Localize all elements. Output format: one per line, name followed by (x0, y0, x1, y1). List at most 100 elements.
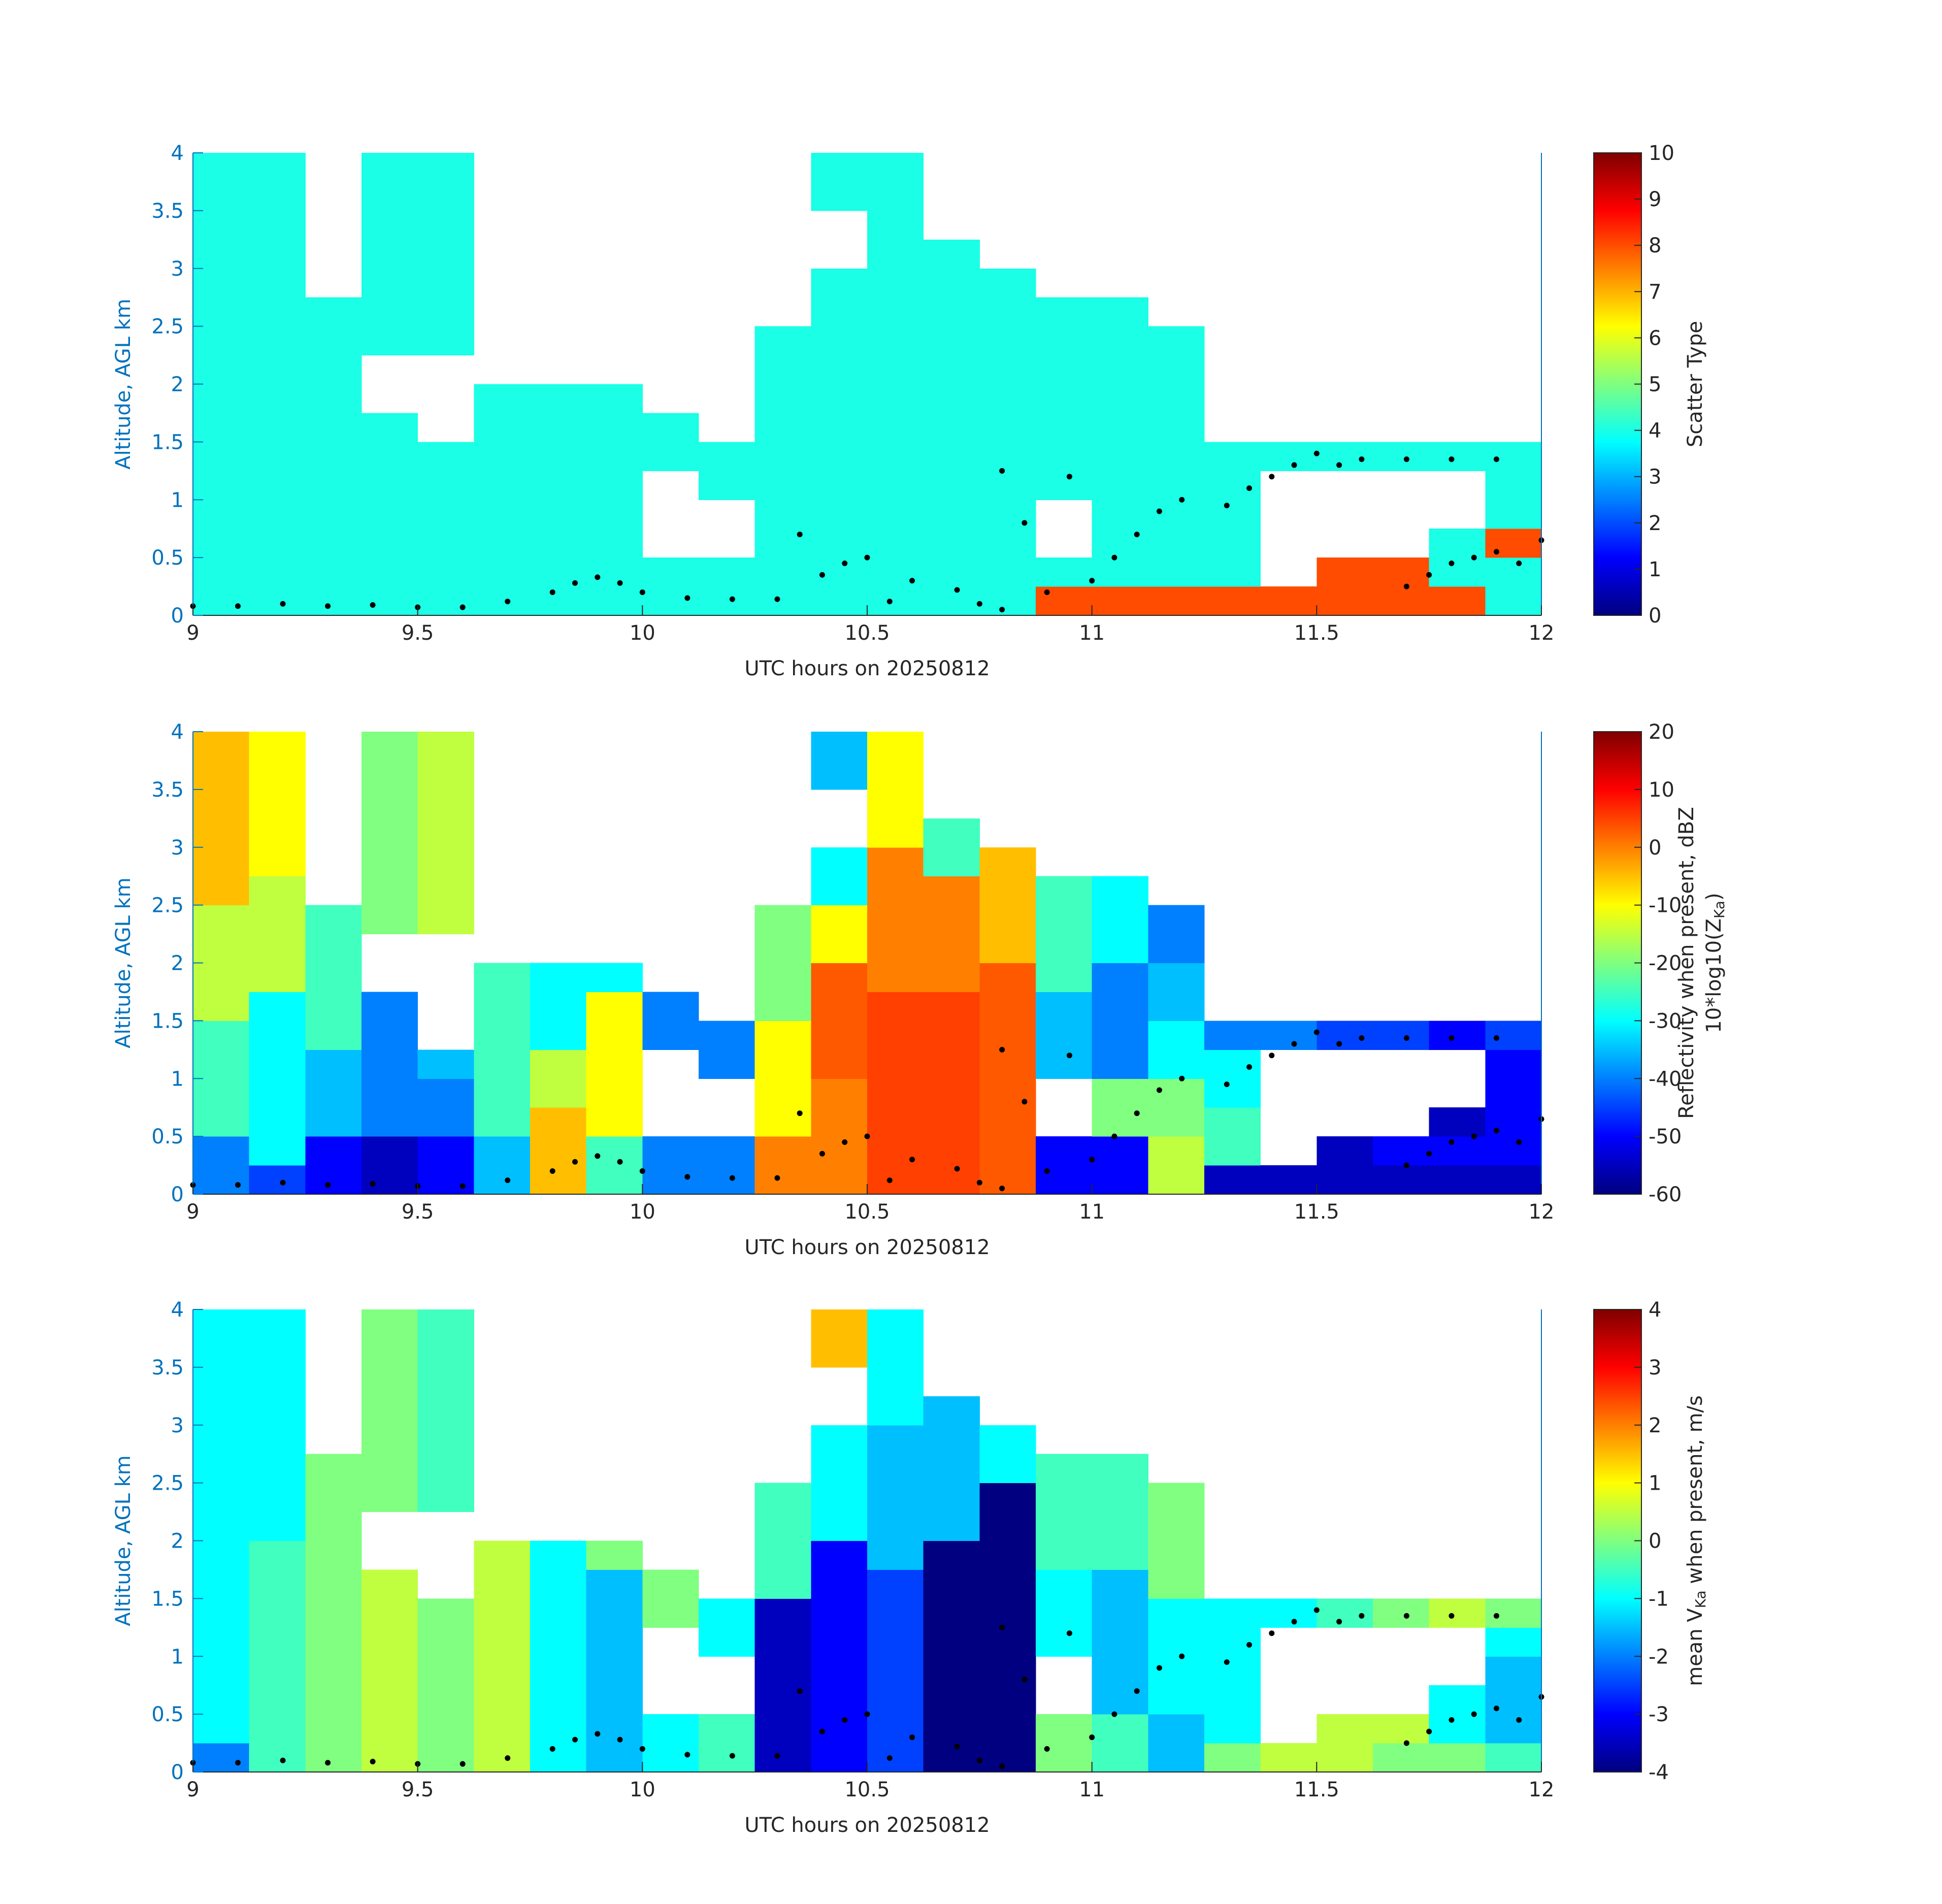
cell (867, 557, 924, 587)
cell (979, 1021, 1036, 1050)
cell (1260, 1165, 1317, 1195)
cell (923, 471, 980, 500)
cell (193, 1078, 250, 1108)
cloud-base-marker (459, 604, 466, 610)
cloud-base-marker (1022, 1677, 1028, 1683)
cell (193, 529, 250, 558)
cloud-base-marker (1493, 549, 1499, 555)
cell (754, 1049, 811, 1079)
cell (923, 529, 980, 558)
cell (193, 1685, 250, 1715)
cloud-base-marker (864, 1711, 870, 1717)
cell (642, 413, 699, 442)
cell (811, 1685, 868, 1715)
cell (417, 1396, 474, 1426)
x-tick-label: 12 (1529, 1778, 1555, 1801)
cell (249, 1569, 306, 1599)
cell (754, 500, 811, 529)
cell (1204, 557, 1261, 587)
cloud-base-marker (684, 595, 690, 601)
cell (1036, 1483, 1093, 1513)
cell (586, 1540, 643, 1570)
cell (1204, 1743, 1261, 1772)
cloud-base-marker (1179, 1653, 1185, 1659)
cell (867, 1656, 924, 1686)
colorbar-label-part: Ka (1711, 901, 1728, 918)
cell (1148, 905, 1205, 935)
cell (867, 1396, 924, 1426)
cell (867, 1309, 924, 1339)
cell (305, 1078, 362, 1108)
cell (305, 355, 362, 384)
cloud-base-marker (1359, 1613, 1365, 1619)
colorbar-tick-label: -20 (1649, 952, 1682, 975)
colorbar-tick-label: 1 (1649, 558, 1661, 581)
cloud-base-marker (954, 1744, 960, 1750)
cell (923, 1743, 980, 1772)
cell (1036, 413, 1093, 442)
cloud-base-marker (1269, 1053, 1275, 1059)
cell (642, 557, 699, 587)
cell (1148, 1483, 1205, 1513)
cell (361, 500, 418, 529)
cloud-base-marker (999, 468, 1005, 474)
x-tick-label: 11.5 (1294, 1200, 1339, 1224)
cell (923, 326, 980, 356)
cell (867, 1627, 924, 1657)
cell (1148, 384, 1205, 413)
cell (979, 963, 1036, 992)
cell (979, 268, 1036, 298)
cloud-base-marker (1493, 1705, 1499, 1712)
cell (1485, 1598, 1542, 1628)
x-tick-label: 10 (630, 1778, 655, 1801)
cell (193, 1627, 250, 1657)
cell (754, 1569, 811, 1599)
cloud-base-marker (1359, 1035, 1365, 1041)
y-tick-label: 3.5 (151, 200, 184, 223)
cell (1036, 1512, 1093, 1541)
y-tick-label: 3 (171, 1414, 184, 1437)
cell (586, 992, 643, 1021)
cloud-base-marker (1246, 485, 1253, 491)
cell (979, 934, 1036, 963)
cell (979, 1136, 1036, 1166)
cell (361, 413, 418, 442)
cloud-base-marker (280, 1179, 286, 1186)
cell (754, 413, 811, 442)
cell (193, 1656, 250, 1686)
cell (1204, 442, 1261, 471)
cloud-base-marker (976, 1757, 982, 1763)
cell (923, 1107, 980, 1137)
cell (1036, 384, 1093, 413)
cell (305, 1714, 362, 1744)
cell (193, 1049, 250, 1079)
cloud-base-marker (999, 1046, 1005, 1053)
cell (1429, 1136, 1486, 1166)
cell (979, 1078, 1036, 1108)
cell (923, 1136, 980, 1166)
cell (867, 1049, 924, 1079)
cell (1092, 1512, 1148, 1541)
cell (305, 1598, 362, 1628)
cell (867, 239, 924, 269)
cell (642, 1714, 699, 1744)
cell (417, 818, 474, 848)
cell (305, 529, 362, 558)
cell (923, 384, 980, 413)
x-tick-label: 10 (630, 1200, 655, 1224)
cell (754, 1656, 811, 1686)
cell (361, 297, 418, 327)
cell (586, 963, 643, 992)
cell (305, 1627, 362, 1657)
cell (417, 905, 474, 935)
cell (642, 1598, 699, 1628)
cell (1036, 586, 1093, 616)
cell (1373, 586, 1430, 616)
cell (1092, 1627, 1148, 1657)
cloud-base-marker (370, 1759, 376, 1765)
y-tick-label: 3.5 (151, 1356, 184, 1380)
cloud-base-marker (1313, 450, 1320, 456)
cell (249, 1656, 306, 1686)
cell (249, 586, 306, 616)
cell (1148, 1078, 1205, 1108)
